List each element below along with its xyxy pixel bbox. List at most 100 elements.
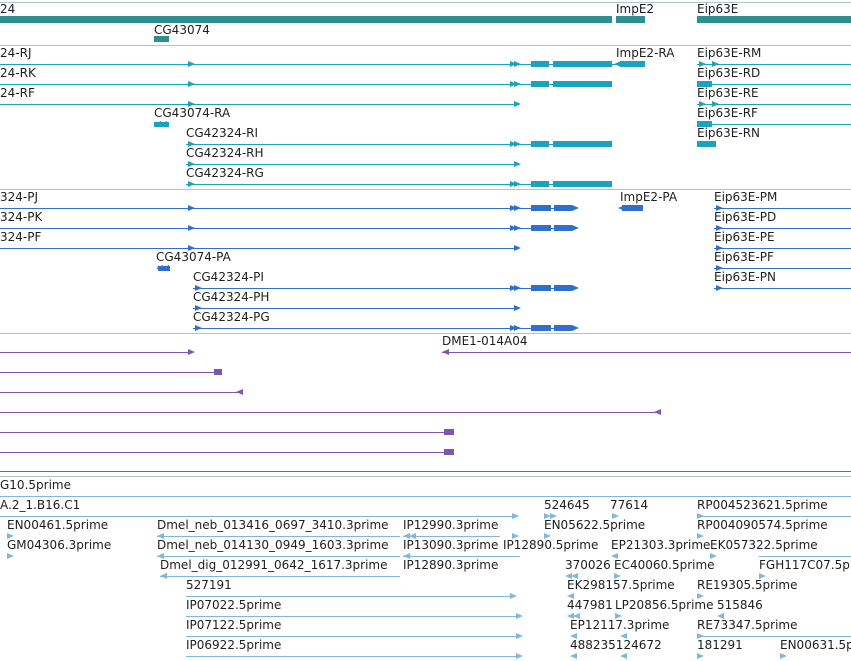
strand-forward-arrow-icon <box>572 285 579 291</box>
feature-exon-block <box>697 141 716 147</box>
gene-feature-label[interactable]: CG43074 <box>154 24 210 37</box>
protein-feature-label[interactable]: Eip63E-PE <box>714 231 775 244</box>
prime5-feature-label[interactable]: EN00631.5p <box>780 639 851 652</box>
protein-feature-label[interactable]: Eip63E-PN <box>714 271 776 284</box>
prime5-feature-label[interactable]: LP20856.5prime <box>615 599 714 612</box>
prime5-feature-label[interactable]: Dmel_neb_013416_0697_3410.3prime <box>157 519 389 532</box>
strand-forward-arrow-icon <box>514 305 521 311</box>
strand-reverse-arrow-icon <box>565 573 572 579</box>
protein-feature-label[interactable]: 324-PF <box>0 231 42 244</box>
strand-forward-arrow-icon <box>7 553 14 559</box>
strand-forward-arrow-icon <box>510 81 517 87</box>
prime5-feature-label[interactable]: RE73347.5prime <box>697 619 798 632</box>
protein-feature-label[interactable]: CG43074-PA <box>156 251 231 264</box>
mrna-feature-label[interactable]: Eip63E-RN <box>697 127 761 140</box>
mrna-feature-label[interactable]: CG42324-RI <box>186 127 259 140</box>
prime5-feature-label[interactable]: 370026 <box>565 559 611 572</box>
prime5-feature-label[interactable]: EK298157.5prime <box>567 579 675 592</box>
mrna-feature-label[interactable]: Eip63E-RM <box>697 47 762 60</box>
mrna-feature-label[interactable]: 24-RJ <box>0 47 32 60</box>
prime5-feature-label[interactable]: IP12990.3prime <box>403 519 499 532</box>
feature-intron-line <box>697 64 851 65</box>
strand-reverse-arrow-icon <box>156 265 163 271</box>
prime5-feature-label[interactable]: 524645 <box>544 499 590 512</box>
protein-feature-label[interactable]: CG42324-PH <box>193 291 270 304</box>
prime5-feature-label[interactable]: 447981 <box>567 599 613 612</box>
protein-feature-label[interactable]: Eip63E-PD <box>714 211 777 224</box>
prime5-feature-label[interactable]: RP004523621.5prime <box>697 499 828 512</box>
gene-feature-label[interactable]: 24 <box>0 3 16 16</box>
mrna-feature-label[interactable]: CG42324-RG <box>186 167 264 180</box>
mrna-feature-label[interactable]: 24-RF <box>0 87 35 100</box>
mrna-feature-label[interactable]: CG42324-RH <box>186 147 264 160</box>
mrna-feature-label[interactable]: CG43074-RA <box>154 107 231 120</box>
strand-reverse-arrow-icon <box>154 121 161 127</box>
protein-feature-label[interactable]: CG42324-PI <box>193 271 264 284</box>
strand-forward-arrow-icon <box>697 533 704 539</box>
protein-feature-label[interactable]: 324-PJ <box>0 191 39 204</box>
strand-reverse-arrow-icon <box>236 389 243 395</box>
strand-reverse-arrow-icon <box>403 553 410 559</box>
strand-forward-arrow-icon <box>514 101 521 107</box>
prime5-feature-label[interactable]: IP12890.5prime <box>503 539 599 552</box>
mrna-feature-label[interactable]: 24-RK <box>0 67 36 80</box>
feature-exon-block <box>531 141 549 147</box>
strand-forward-arrow-icon <box>716 285 723 291</box>
protein-feature-label[interactable]: CG42324-PG <box>193 311 270 324</box>
strand-reverse-arrow-icon <box>157 553 164 559</box>
prime5-feature-label[interactable]: EP12117.3prime <box>570 619 670 632</box>
feature-intron-line <box>186 144 612 145</box>
prime5-feature-label[interactable]: 515846 <box>717 599 763 612</box>
feature-exon-block <box>0 16 612 23</box>
prime5-feature-label[interactable]: 527191 <box>186 579 232 592</box>
protein-feature-label[interactable]: 324-PK <box>0 211 43 224</box>
prime5-feature-label[interactable]: IP13090.3prime <box>403 539 499 552</box>
mrna-feature-label[interactable]: Eip63E-RE <box>697 87 759 100</box>
prime5-feature-label[interactable]: IP12890.3prime <box>403 559 499 572</box>
protein-feature-label[interactable]: Eip63E-PM <box>714 191 778 204</box>
strand-forward-arrow-icon <box>514 161 521 167</box>
strand-reverse-arrow-icon <box>611 553 618 559</box>
prime5-feature-label[interactable]: 488235124672 <box>570 639 662 652</box>
prime5-feature-label[interactable]: GM04306.3prime <box>7 539 112 552</box>
prime5-feature-label[interactable]: EC40060.5prime <box>614 559 715 572</box>
prime5-feature-label[interactable]: RE19305.5prime <box>697 579 798 592</box>
strand-forward-arrow-icon <box>572 325 579 331</box>
strand-reverse-arrow-icon <box>717 613 724 619</box>
gene-feature-label[interactable]: Eip63E <box>697 3 739 16</box>
strand-reverse-arrow-icon <box>403 533 410 539</box>
feature-exon-block <box>620 61 645 67</box>
est-feature-label[interactable]: DME1-014A04 <box>442 335 528 348</box>
prime5-feature-label[interactable]: G10.5prime <box>0 479 71 492</box>
protein-feature-label[interactable]: ImpE2-PA <box>620 191 678 204</box>
prime5-feature-label[interactable]: 77614 <box>610 499 649 512</box>
prime5-feature-label[interactable]: EN05622.5prime <box>544 519 646 532</box>
feature-exon-block <box>554 325 572 331</box>
strand-forward-arrow-icon <box>612 513 619 519</box>
strand-reverse-arrow-icon <box>614 61 621 67</box>
protein-feature-label[interactable]: Eip63E-PF <box>714 251 774 264</box>
prime5-feature-label[interactable]: EK057322.5prime <box>710 539 818 552</box>
prime5-feature-label[interactable]: IP06922.5prime <box>186 639 282 652</box>
mrna-feature-label[interactable]: Eip63E-RF <box>697 107 758 120</box>
prime5-feature-label[interactable]: 181291 <box>697 639 743 652</box>
feature-intron-line <box>193 328 575 329</box>
feature-exon-block <box>553 181 612 187</box>
gene-feature-label[interactable]: ImpE2 <box>616 3 655 16</box>
feature-intron-line <box>186 616 520 617</box>
prime5-feature-label[interactable]: IP07022.5prime <box>186 599 282 612</box>
feature-intron-line <box>186 596 515 597</box>
feature-intron-line <box>714 248 851 249</box>
prime5-feature-label[interactable]: A.2_1.B16.C1 <box>0 499 81 512</box>
mrna-feature-label[interactable]: Eip63E-RD <box>697 67 761 80</box>
strand-forward-arrow-icon <box>572 225 579 231</box>
prime5-feature-label[interactable]: EP21303.3prime <box>611 539 711 552</box>
prime5-feature-label[interactable]: Dmel_neb_014130_0949_1603.3prime <box>157 539 389 552</box>
strand-forward-arrow-icon <box>572 205 579 211</box>
prime5-feature-label[interactable]: FGH117C07.5p <box>759 559 850 572</box>
prime5-feature-label[interactable]: EN00461.5prime <box>7 519 109 532</box>
mrna-feature-label[interactable]: ImpE2-RA <box>616 47 675 60</box>
prime5-feature-label[interactable]: RP004090574.5prime <box>697 519 828 532</box>
prime5-feature-label[interactable]: IP07122.5prime <box>186 619 282 632</box>
prime5-feature-label[interactable]: Dmel_dig_012991_0642_1617.3prime <box>160 559 388 572</box>
